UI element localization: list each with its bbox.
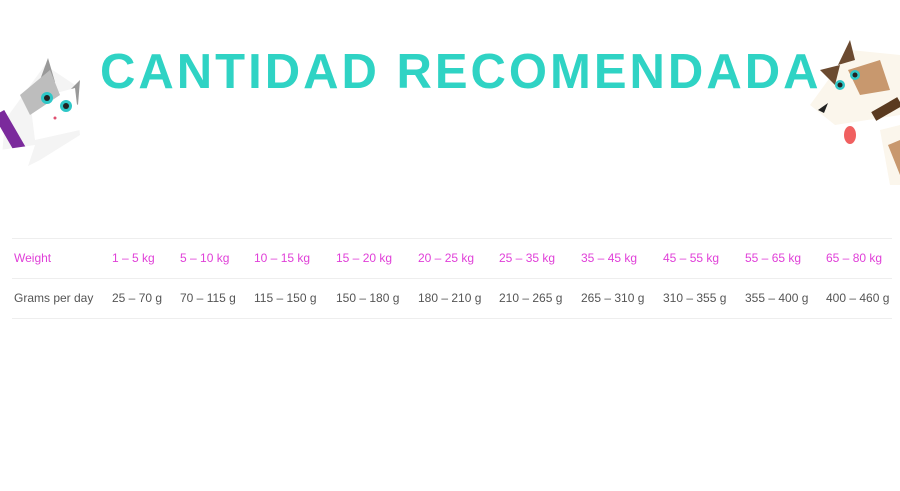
table-cell: 10 – 15 kg <box>254 251 311 265</box>
table-cell: 310 – 355 g <box>663 291 727 305</box>
cat-illustration <box>0 58 80 190</box>
table-top-border <box>12 238 892 239</box>
dog-illustration <box>810 40 900 185</box>
table-cell: 180 – 210 g <box>418 291 482 305</box>
table-cell: 35 – 45 kg <box>581 251 638 265</box>
table-cell: 25 – 35 kg <box>499 251 556 265</box>
row-label-weight: Weight <box>14 251 52 265</box>
table-row-divider <box>12 278 892 279</box>
table-cell: 210 – 265 g <box>499 291 563 305</box>
table-cell: 20 – 25 kg <box>418 251 475 265</box>
table-cell: 1 – 5 kg <box>112 251 155 265</box>
table-cell: 45 – 55 kg <box>663 251 720 265</box>
table-cell: 265 – 310 g <box>581 291 645 305</box>
table-cell: 355 – 400 g <box>745 291 809 305</box>
table-cell: 400 – 460 g <box>826 291 890 305</box>
table-cell: 5 – 10 kg <box>180 251 230 265</box>
table-bottom-border <box>12 318 892 319</box>
row-label-grams: Grams per day <box>14 291 94 305</box>
table-cell: 70 – 115 g <box>180 291 236 305</box>
table-cell: 150 – 180 g <box>336 291 400 305</box>
table-cell: 65 – 80 kg <box>826 251 883 265</box>
table-cell: 55 – 65 kg <box>745 251 802 265</box>
table-cell: 15 – 20 kg <box>336 251 393 265</box>
page-title: CANTIDAD RECOMENDADA <box>100 45 822 99</box>
table-cell: 25 – 70 g <box>112 291 163 305</box>
table-cell: 115 – 150 g <box>254 291 317 305</box>
